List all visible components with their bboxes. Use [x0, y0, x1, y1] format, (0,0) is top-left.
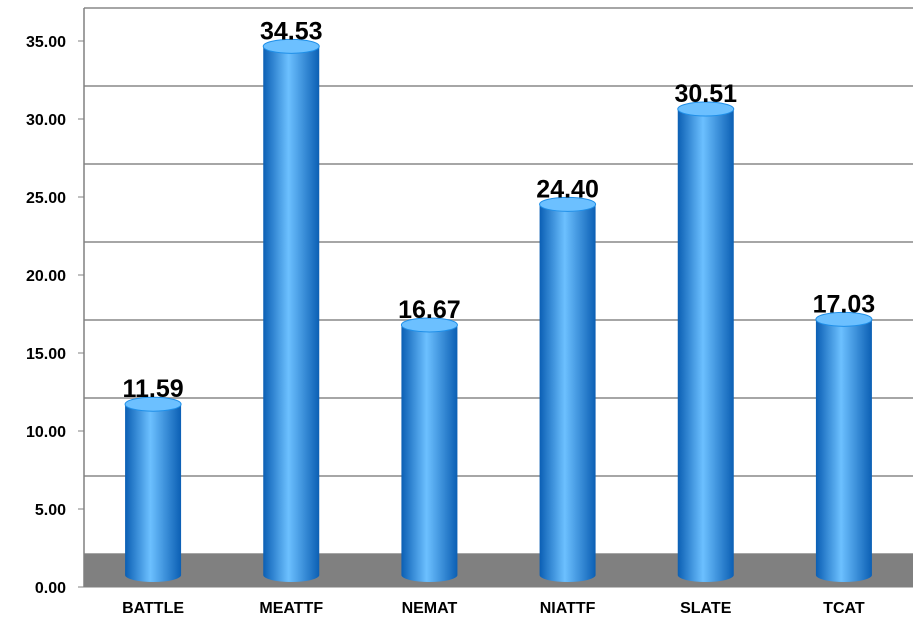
category-label: MEATTF	[259, 600, 323, 617]
bar-top	[400, 317, 458, 333]
bar-meattf	[262, 38, 320, 582]
data-label: 16.67	[398, 296, 461, 324]
category-label: BATTLE	[122, 600, 184, 617]
bar-body	[125, 404, 182, 582]
y-tick-label: 20.00	[26, 268, 66, 285]
bar-top	[262, 38, 320, 54]
bar-slate	[677, 101, 735, 582]
bar-body	[539, 204, 596, 583]
bar-niattf	[539, 196, 597, 583]
data-label: 17.03	[813, 290, 876, 318]
y-tick-label: 5.00	[35, 502, 66, 519]
category-axis: BATTLE MEATTF NEMAT NIATTF SLATE TCAT	[122, 600, 865, 617]
y-tick-label: 25.00	[26, 190, 66, 207]
bars	[124, 38, 873, 583]
y-axis: 0.00 5.00 10.00 15.00 20.00 25.00 30.00 35.00	[26, 8, 913, 597]
bar-top	[124, 396, 182, 412]
bar-top	[539, 196, 597, 212]
category-label: NEMAT	[402, 600, 458, 617]
bar-top	[815, 311, 873, 327]
data-label: 11.59	[122, 375, 183, 403]
data-label: 34.53	[260, 17, 323, 45]
bar-nemat	[400, 317, 458, 582]
data-label: 24.40	[536, 175, 599, 203]
category-label: TCAT	[823, 600, 865, 617]
category-label: SLATE	[680, 600, 732, 617]
y-tick-label: 0.00	[35, 580, 66, 597]
bar-body	[677, 109, 734, 582]
bar-body	[815, 319, 872, 582]
bar-body	[263, 46, 320, 582]
gridlines	[84, 7, 913, 555]
chart-floor	[84, 554, 913, 587]
bar-body	[401, 324, 458, 582]
y-tick-label: 10.00	[26, 424, 66, 441]
floor	[84, 554, 913, 587]
y-tick-label: 15.00	[26, 346, 66, 363]
data-labels: 11.59 34.53 16.67 24.40 30.51 17.03	[122, 17, 875, 403]
bar-battle	[124, 396, 182, 582]
y-tick-label: 30.00	[26, 112, 66, 129]
bar-tcat	[815, 311, 873, 582]
bar-top	[677, 101, 735, 117]
data-label: 30.51	[674, 80, 737, 108]
y-tick-label: 35.00	[26, 34, 66, 51]
category-label: NIATTF	[540, 600, 596, 617]
